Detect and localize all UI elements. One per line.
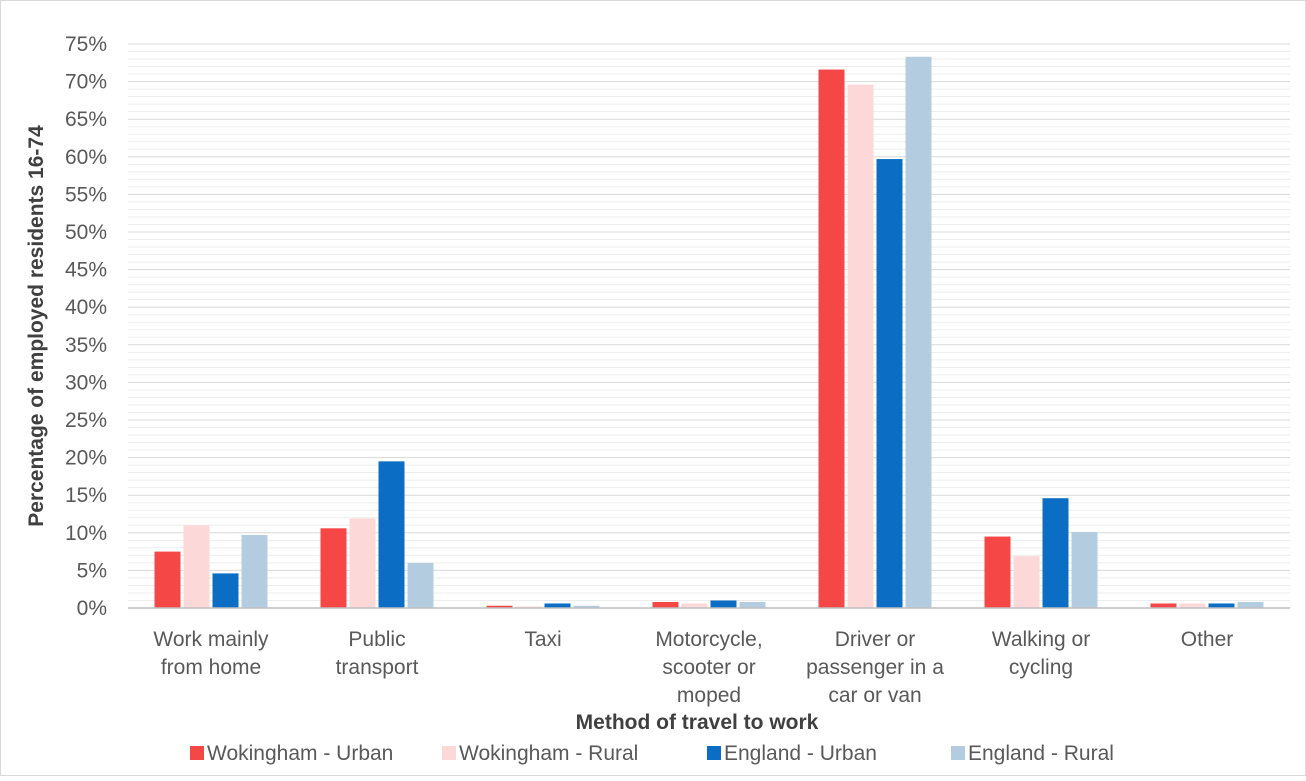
legend-label: Wokingham - Urban — [207, 742, 393, 765]
y-tick-label: 75% — [65, 33, 107, 56]
bar-england-urban-5 — [1042, 498, 1069, 608]
y-tick-label: 5% — [77, 559, 107, 582]
y-tick-label: 55% — [65, 183, 107, 206]
legend-swatch — [707, 746, 721, 760]
x-category-label: Taxi — [524, 628, 561, 651]
bars — [154, 56, 1264, 609]
bar-wokingham-urban-3 — [652, 601, 679, 608]
bar-england-urban-3 — [710, 600, 737, 608]
bar-england-urban-1 — [378, 461, 405, 608]
bar-england-rural-4 — [905, 56, 932, 609]
legend-item-england-urban: England - Urban — [707, 742, 877, 765]
legend-item-england-rural: England - Rural — [951, 742, 1114, 765]
bar-wokingham-rural-3 — [681, 603, 708, 608]
bar-wokingham-rural-5 — [1013, 556, 1040, 608]
y-tick-label: 25% — [65, 409, 107, 432]
y-tick-label: 60% — [65, 146, 107, 169]
bar-england-rural-5 — [1071, 532, 1098, 608]
legend-swatch — [190, 746, 204, 760]
bar-wokingham-rural-2 — [515, 606, 542, 608]
x-category-label: Walking or cycling — [992, 628, 1090, 679]
bar-wokingham-urban-2 — [486, 605, 513, 608]
y-tick-label: 10% — [65, 522, 107, 545]
bar-wokingham-rural-4 — [847, 84, 874, 608]
bar-england-rural-1 — [407, 562, 434, 608]
y-tick-label: 15% — [65, 484, 107, 507]
legend-item-wokingham-urban: Wokingham - Urban — [190, 742, 393, 765]
y-tick-label: 40% — [65, 296, 107, 319]
y-axis-title: Percentage of employed residents 16-74 — [25, 125, 48, 527]
bar-england-urban-4 — [876, 159, 903, 608]
bar-wokingham-urban-4 — [818, 69, 845, 609]
bar-wokingham-urban-5 — [984, 536, 1011, 608]
bar-wokingham-urban-0 — [154, 551, 181, 608]
legend: Wokingham - Urban Wokingham - Rural Englan… — [190, 742, 1114, 765]
bar-wokingham-rural-0 — [183, 525, 210, 608]
legend-swatch — [442, 746, 456, 760]
y-tick-label: 70% — [65, 71, 107, 94]
y-axis-ticks: 0% 5% 10% 15% 20% 25% 30% 35% 40% 45% 50% 55% 60% 65%… — [65, 33, 107, 620]
bar-wokingham-rural-1 — [349, 518, 376, 608]
legend-label: England - Rural — [968, 742, 1114, 765]
bar-england-rural-3 — [739, 601, 766, 608]
y-tick-label: 0% — [77, 597, 107, 620]
y-tick-label: 65% — [65, 108, 107, 131]
y-tick-label: 50% — [65, 221, 107, 244]
x-category-label: Other — [1181, 628, 1234, 651]
x-category-label: Work mainly from home — [153, 628, 269, 679]
y-tick-label: 20% — [65, 447, 107, 470]
x-axis-categories: Work mainly from home Public transport Taxi M… — [153, 628, 1233, 707]
bar-england-rural-0 — [241, 535, 268, 608]
bar-england-rural-2 — [573, 605, 600, 608]
bar-wokingham-urban-1 — [320, 528, 347, 608]
x-category-label: Motorcycle, scooter or moped — [655, 628, 762, 707]
y-tick-label: 30% — [65, 371, 107, 394]
bar-england-urban-6 — [1208, 603, 1235, 608]
bar-england-urban-0 — [212, 573, 239, 608]
bar-england-urban-2 — [544, 603, 571, 608]
y-tick-label: 35% — [65, 334, 107, 357]
x-category-label: Public transport — [336, 628, 419, 679]
legend-label: England - Urban — [724, 742, 877, 765]
x-category-label: Driver or passenger in a car or van — [806, 628, 944, 707]
legend-item-wokingham-rural: Wokingham - Rural — [442, 742, 638, 765]
legend-label: Wokingham - Rural — [459, 742, 638, 765]
x-axis-title: Method of travel to work — [576, 711, 819, 734]
legend-swatch — [951, 746, 965, 760]
bar-wokingham-rural-6 — [1179, 603, 1206, 608]
bar-wokingham-urban-6 — [1150, 603, 1177, 608]
y-tick-label: 45% — [65, 259, 107, 282]
bar-england-rural-6 — [1237, 601, 1264, 608]
